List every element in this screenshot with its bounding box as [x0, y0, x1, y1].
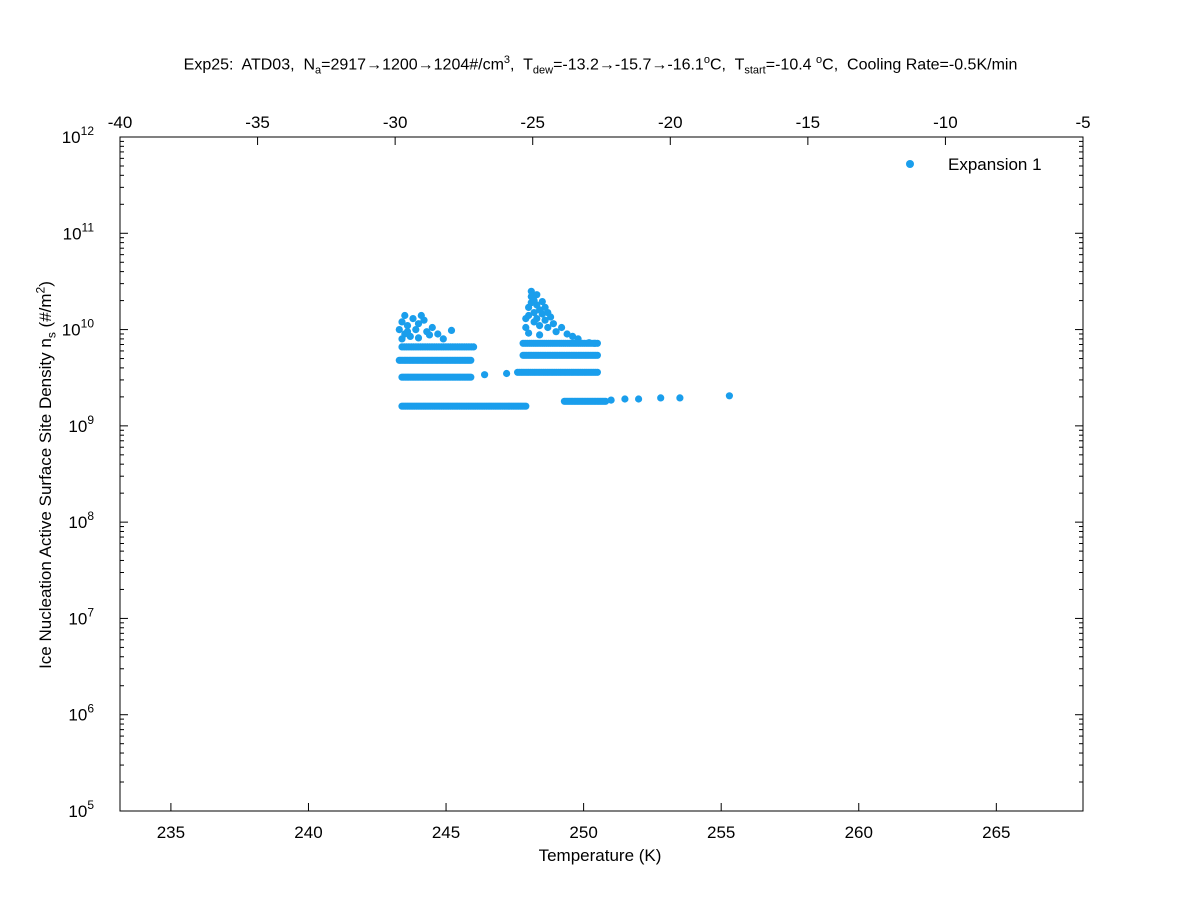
data-point [522, 402, 530, 410]
data-point [533, 315, 541, 323]
data-point [538, 298, 546, 306]
data-point [544, 323, 552, 332]
chart-title: Exp25: ATD03, Na=2917→1200→1204#/cm3, Td… [183, 54, 1018, 77]
top-x-tick-label: -5 [1075, 113, 1090, 132]
data-point [536, 322, 544, 330]
data-point [593, 351, 602, 359]
data-point [558, 323, 566, 332]
x-tick-label: 245 [432, 823, 460, 842]
top-x-tick-label: -35 [245, 113, 270, 132]
legend-label: Expansion 1 [948, 155, 1042, 174]
data-point [522, 323, 530, 332]
data-point [428, 323, 436, 332]
data-point [401, 311, 409, 320]
data-point [398, 318, 406, 326]
data-point [481, 371, 489, 379]
data-point [549, 320, 558, 328]
data-point [414, 334, 423, 342]
data-point [657, 394, 665, 402]
top-x-tick-label: -25 [520, 113, 545, 132]
axis-ticks [119, 136, 1084, 812]
data-point [525, 311, 533, 320]
data-point [607, 396, 615, 404]
data-point [414, 320, 423, 328]
y-tick-label: 107 [68, 605, 94, 628]
x-axis-label: Temperature (K) [538, 846, 662, 865]
data-point [403, 328, 412, 336]
data-point [395, 326, 403, 334]
data-point [635, 395, 643, 403]
data-point [536, 331, 544, 339]
data-point [470, 343, 478, 351]
data-point [602, 397, 610, 405]
y-tick-label: 108 [68, 509, 94, 532]
data-point [569, 332, 577, 340]
data-point [538, 310, 546, 318]
data-point [593, 368, 602, 376]
x-tick-label: 265 [982, 823, 1010, 842]
data-point [525, 329, 533, 337]
data-point [541, 316, 549, 324]
data-point [621, 395, 629, 403]
data-point [409, 315, 417, 323]
y-tick-labels: 105 106 107 108 109 1010 1011 1012 [62, 124, 95, 821]
data-point [552, 328, 560, 336]
data-point [434, 330, 442, 338]
x-tick-label: 260 [845, 823, 873, 842]
top-x-tick-labels: -40 -35 -30 -25 -20 -15 -10 -5 [108, 113, 1091, 132]
data-point [676, 394, 684, 402]
data-point [503, 369, 511, 378]
data-point [533, 291, 541, 299]
data-point [447, 326, 456, 334]
x-tick-label: 240 [294, 823, 322, 842]
data-point [420, 316, 428, 324]
y-axis-label: Ice Nucleation Active Surface Site Densi… [33, 281, 59, 669]
y-tick-label: 1010 [62, 317, 95, 340]
legend-marker [906, 160, 914, 168]
data-point [530, 309, 538, 317]
data-point [398, 335, 406, 343]
y-tick-label: 1011 [63, 220, 95, 243]
data-point [591, 339, 599, 347]
y-tick-label: 1012 [62, 124, 95, 147]
data-point [527, 287, 535, 295]
data-point [439, 335, 447, 343]
data-point [412, 326, 420, 334]
y-tick-label: 106 [68, 702, 94, 725]
data-point [403, 322, 412, 330]
scatter-points [395, 287, 734, 410]
data-point [425, 331, 434, 339]
top-x-tick-label: -30 [383, 113, 408, 132]
plot-frame [119, 136, 1084, 812]
data-point [725, 392, 734, 400]
x-tick-labels: 235 240 245 250 255 260 265 [157, 823, 1011, 842]
y-tick-label: 109 [68, 413, 94, 436]
data-point [467, 373, 475, 381]
legend: Expansion 1 [906, 155, 1042, 174]
y-tick-label: 105 [68, 798, 94, 821]
data-point [585, 339, 593, 347]
x-tick-label: 255 [707, 823, 735, 842]
data-point [467, 356, 475, 364]
data-point [563, 330, 571, 338]
x-tick-label: 235 [157, 823, 185, 842]
top-x-tick-label: -10 [933, 113, 958, 132]
top-x-tick-label: -20 [658, 113, 683, 132]
x-tick-label: 250 [569, 823, 597, 842]
top-x-tick-label: -15 [796, 113, 821, 132]
data-point [547, 313, 555, 321]
data-point [574, 335, 582, 343]
top-x-tick-label: -40 [108, 113, 133, 132]
